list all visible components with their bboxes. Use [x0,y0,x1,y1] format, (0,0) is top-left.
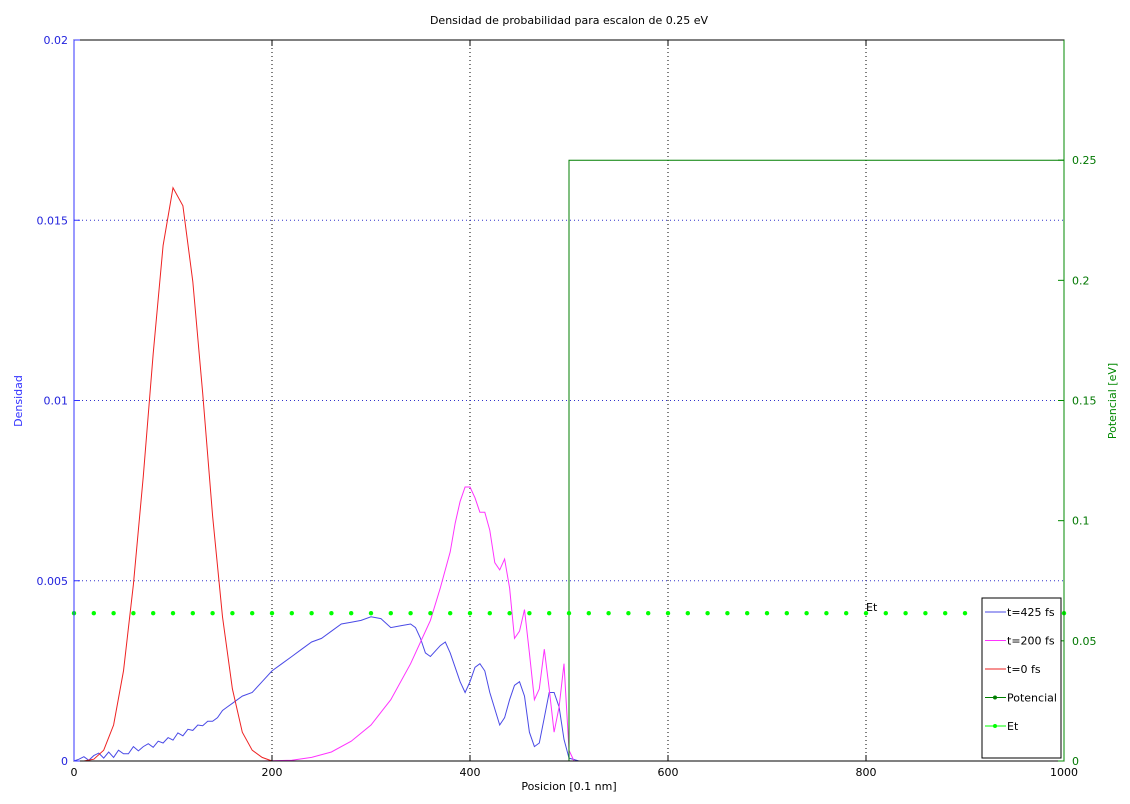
series-layer [71,159,1067,762]
et-point [111,610,116,616]
et-point [883,610,888,616]
et-point [863,610,869,616]
et-point [289,610,294,616]
et-point [923,610,928,616]
x-axis-label: Posicion [0.1 nm] [521,780,616,793]
et-point [665,610,671,616]
et-point [547,610,552,616]
et-point [804,610,809,616]
y-right-tick-label: 0.2 [1072,274,1090,287]
et-point [725,610,730,616]
et-point [388,610,393,616]
et-point [586,610,591,616]
y-right-tick-label: 0.25 [1072,154,1097,167]
series-line-t-200-fs [74,486,1064,762]
et-point [131,610,136,616]
et-point [824,610,829,616]
y-left-tick-label: 0.005 [37,575,69,588]
x-tick-label: 1000 [1050,766,1078,779]
et-point [566,610,572,616]
chart-title: Densidad de probabilidad para escalon de… [430,14,709,27]
x-tick-label: 200 [262,766,283,779]
et-point [91,610,97,616]
x-tick-label: 400 [460,766,481,779]
et-point [705,610,710,616]
y-right-tick-label: 0 [1072,755,1079,768]
legend-box [981,597,1062,759]
et-point [210,610,215,616]
et-point [448,610,453,616]
y-left-tick-label: 0.015 [37,214,69,227]
et-point [626,610,631,616]
et-point [745,610,750,616]
et-point [844,610,849,616]
x-tick-label: 0 [71,766,78,779]
y-right-tick-label: 0.1 [1072,515,1090,528]
et-annotation: Et [866,601,878,614]
et-point [368,610,374,616]
y-left-tick-label: 0.02 [44,34,69,47]
legend-label: t=425 fs [1007,606,1055,619]
et-point [606,610,611,616]
y-left-tick-label: 0.01 [44,395,69,408]
et-point [962,610,968,616]
et-point [408,610,413,616]
series-line-t-425-fs [73,616,1064,762]
y-right-tick-label: 0.15 [1072,395,1097,408]
axes: 0 200 400 600 800 100000.0050.010.0150.0200.0… [37,34,1097,779]
et-point [487,610,492,616]
et-point [527,610,532,616]
et-point [507,610,512,616]
legend-marker [993,695,997,700]
et-point [467,610,473,616]
et-point [190,610,195,616]
et-point [349,610,354,616]
legend-label: Et [1007,720,1019,733]
y-right-axis-label: Potencial [eV] [1106,363,1119,439]
legend-label: Potencial [1007,692,1057,705]
x-tick-label: 600 [658,766,679,779]
y-right-tick-label: 0.05 [1072,635,1097,648]
et-point [685,610,690,616]
x-tick-label: 800 [856,766,877,779]
et-point [428,610,433,616]
et-point [646,610,651,616]
et-point [170,610,176,616]
series-line-potencial [74,159,1064,762]
et-point [943,610,948,616]
et-point [309,610,314,616]
et-point [329,610,334,616]
et-point [784,610,789,616]
series-et-dots [71,610,1067,616]
legend-label: t=200 fs [1007,635,1055,648]
et-point [250,610,255,616]
y-left-axis-label: Densidad [12,375,25,427]
y-left-tick-label: 0 [61,755,68,768]
et-point [903,610,908,616]
et-point [764,610,770,616]
legend: t=425 fs t=200 fs t=0 fs Potencial Et [981,597,1062,759]
et-point [269,610,275,616]
et-point [230,610,235,616]
series-line-t-0-fs [74,186,1064,762]
et-point [151,610,156,616]
legend-label: t=0 fs [1007,663,1041,676]
legend-marker [993,724,997,728]
